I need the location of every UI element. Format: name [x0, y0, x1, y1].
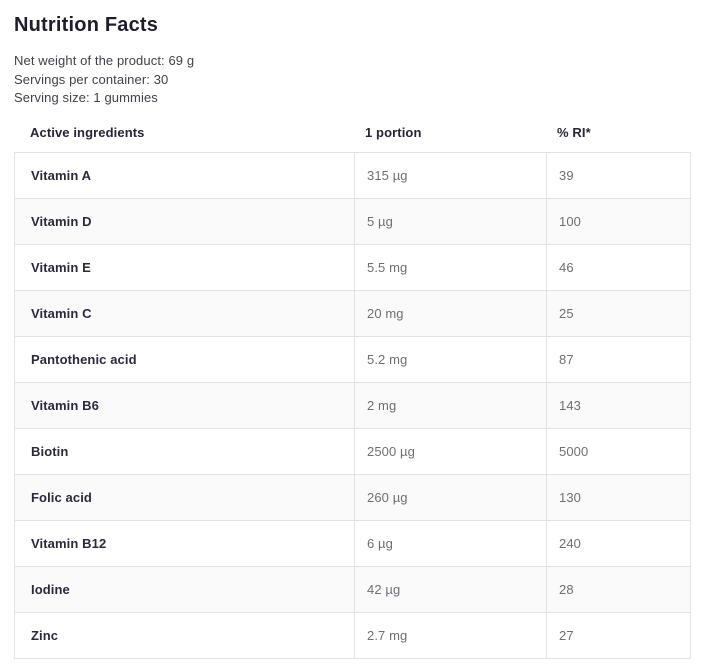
net-weight-text: Net weight of the product: 69 g	[14, 53, 195, 68]
ri-value-cell: 240	[546, 520, 691, 566]
table-header-row: Active ingredients 1 portion % RI*	[14, 114, 691, 152]
nutrition-table: Active ingredients 1 portion % RI* Vitam…	[14, 114, 691, 659]
ingredient-name-cell: Vitamin C	[31, 305, 92, 321]
ri-value-cell: 39	[546, 152, 691, 198]
servings-per-container-text: Servings per container: 30	[14, 71, 169, 87]
ri-value-cell: 100	[546, 198, 691, 244]
table-row: Vitamin B12 6 µg 240	[15, 520, 691, 567]
portion-value-cell: 2.7 mg	[354, 612, 546, 658]
ri-value-cell: 87	[546, 336, 691, 382]
ingredient-name-cell: Vitamin D	[31, 213, 92, 229]
ingredient-name-cell: Vitamin E	[31, 259, 91, 275]
table-row: Vitamin E 5.5 mg 46	[15, 244, 691, 291]
portion-value-cell: 315 µg	[354, 152, 546, 198]
product-meta: Net weight of the product: 69 g Servings…	[14, 52, 691, 108]
table-row: Folic acid 260 µg 130	[15, 474, 691, 521]
portion-value-cell: 6 µg	[354, 520, 546, 566]
ri-value-cell: 25	[546, 290, 691, 336]
table-row: Vitamin C 20 mg 25	[15, 290, 691, 337]
portion-value-cell: 20 mg	[354, 290, 546, 336]
ri-value-cell: 27	[546, 612, 691, 658]
table-row: Zinc 2.7 mg 27	[15, 612, 691, 658]
column-header-ri: % RI*	[557, 125, 591, 140]
portion-value-cell: 5 µg	[354, 198, 546, 244]
ri-value-cell: 46	[546, 244, 691, 290]
ri-value-cell: 130	[546, 474, 691, 520]
ingredient-name-cell: Vitamin B6	[31, 397, 99, 413]
portion-value-cell: 42 µg	[354, 566, 546, 612]
column-header-portion: 1 portion	[365, 125, 422, 140]
portion-value-cell: 5.2 mg	[354, 336, 546, 382]
page-title: Nutrition Facts	[14, 14, 159, 36]
portion-value-cell: 5.5 mg	[354, 244, 546, 290]
portion-value-cell: 2 mg	[354, 382, 546, 428]
table-row: Vitamin B6 2 mg 143	[15, 382, 691, 429]
ri-value-cell: 143	[546, 382, 691, 428]
column-header-active-ingredients: Active ingredients	[30, 125, 145, 140]
ingredient-name-cell: Folic acid	[31, 489, 92, 505]
ingredient-name-cell: Vitamin A	[31, 167, 92, 183]
ingredient-name-cell: Vitamin B12	[31, 535, 107, 551]
portion-value-cell: 260 µg	[354, 474, 546, 520]
ri-value-cell: 5000	[546, 428, 691, 474]
ri-value-cell: 28	[546, 566, 691, 612]
portion-value-cell: 2500 µg	[354, 428, 546, 474]
ingredient-name-cell: Pantothenic acid	[31, 351, 137, 367]
table-row: Biotin 2500 µg 5000	[15, 428, 691, 475]
serving-size-text: Serving size: 1 gummies	[14, 90, 158, 105]
ingredient-name-cell: Zinc	[31, 627, 59, 643]
table-row: Iodine 42 µg 28	[15, 566, 691, 613]
table-row: Vitamin D 5 µg 100	[15, 198, 691, 245]
table-row: Vitamin A 315 µg 39	[15, 152, 691, 199]
table-body: Vitamin A 315 µg 39 Vitamin D 5 µg 100 V…	[14, 151, 691, 659]
ingredient-name-cell: Iodine	[31, 581, 70, 597]
table-row: Pantothenic acid 5.2 mg 87	[15, 336, 691, 383]
ingredient-name-cell: Biotin	[31, 443, 69, 459]
